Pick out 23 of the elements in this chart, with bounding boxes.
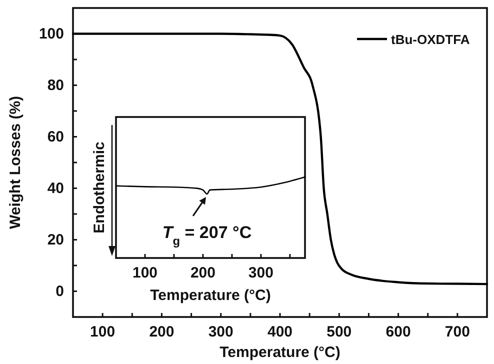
legend-label: tBu-OXDTFA (391, 32, 470, 47)
x-tick-label: 600 (386, 324, 411, 341)
x-tick-label: 500 (326, 324, 352, 341)
x-axis-title: Temperature (°C) (150, 287, 271, 304)
line-series (72, 32, 488, 286)
x-tick-label: 400 (267, 324, 293, 341)
x-tick-label: 100 (132, 264, 158, 282)
y-axis-title: Endothermic (91, 142, 108, 234)
y-tick-label: 0 (56, 283, 64, 300)
x-tick-label: 200 (149, 324, 174, 341)
x-tick-label: 100 (90, 324, 116, 341)
x-axis-title: Temperature (°C) (220, 344, 340, 361)
y-axis-title: Weight Losses (%) (7, 96, 24, 230)
y-tick-label: 100 (38, 26, 64, 43)
x-tick-label: 300 (248, 264, 274, 282)
y-tick-label: 20 (47, 232, 64, 249)
y-tick-label: 60 (47, 128, 64, 146)
x-tick-label: 700 (444, 324, 470, 341)
x-tick-label: 300 (208, 324, 234, 341)
annotation: T$_{g}$ = 207 °C (162, 222, 252, 248)
y-tick-label: 40 (47, 180, 64, 198)
x-tick-label: 200 (190, 264, 216, 282)
y-tick-label: 80 (47, 77, 64, 94)
